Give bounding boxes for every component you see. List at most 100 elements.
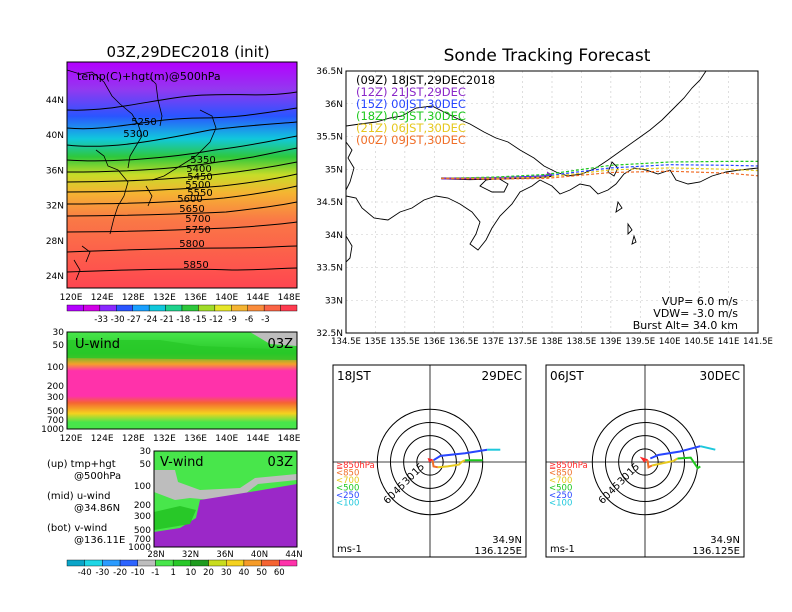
- track-lat-label: 36.5N: [316, 67, 343, 77]
- hodo-trace: [639, 456, 648, 463]
- u-pressure-label: 30: [53, 328, 65, 338]
- hodo-level-label: ≧850hPa: [336, 461, 375, 471]
- v-pressure-label: 500: [134, 526, 151, 536]
- v-lat-label: 28N: [147, 550, 164, 560]
- wind-colorbar-label: 60: [274, 568, 285, 578]
- sonde-tracks: [441, 160, 758, 181]
- track-lon-label: 136.5E: [449, 337, 479, 347]
- contour-label: 5250: [131, 117, 156, 128]
- wind-colorbar-label: 10: [185, 568, 196, 578]
- temp-colorbar-swatch: [231, 304, 248, 312]
- temp-colorbar-swatch: [165, 304, 183, 312]
- u-wind-title: U-wind: [75, 337, 120, 352]
- hodo-level-label: ≧850hPa: [549, 461, 588, 471]
- contour-label: 5300: [123, 129, 148, 140]
- contour-label: 5350: [190, 155, 215, 166]
- v-lat-label: 44N: [285, 550, 302, 560]
- track-lon-label: 140E: [659, 337, 681, 347]
- track-lon-label: 134.5E: [331, 337, 361, 347]
- hodo-right-time: 06JST: [550, 369, 584, 383]
- hodo-trace: [437, 459, 466, 469]
- hodo-trace: [651, 457, 679, 467]
- v-lat-label: 40N: [251, 550, 268, 560]
- map-lon-label: 144E: [246, 293, 269, 303]
- map-lon-label: 132E: [153, 293, 176, 303]
- track-lon-label: 135.5E: [390, 337, 420, 347]
- map-lat-label: 44N: [46, 96, 64, 106]
- vup-text: VUP= 6.0 m/s: [662, 295, 738, 308]
- map-lat-labels: 44N 40N 36N 32N 28N 24N: [46, 96, 64, 282]
- caption-up-level: @500hPa: [74, 471, 121, 482]
- map-lon-labels: 120E 124E 128E 132E 136E 140E 144E 148E: [60, 293, 301, 303]
- contour-label: 5500: [185, 180, 210, 191]
- map-field: [67, 62, 297, 288]
- v-wind-gray-region: [154, 470, 297, 500]
- u-pressure-label: 50: [53, 341, 65, 351]
- track-lon-label: 137E: [482, 337, 504, 347]
- v-wind-time: 03Z: [268, 455, 294, 470]
- contour-labels: 5250 5300 5350 5400 5450 5500 5550 5600 …: [123, 117, 215, 271]
- temp-colorbar-label: -21: [160, 315, 174, 325]
- temp-colorbar-swatch: [132, 304, 150, 312]
- track-coastline: [346, 71, 758, 263]
- track-frame: [345, 70, 759, 334]
- wind-colorbar: [66, 559, 298, 567]
- u-lon-label: 128E: [122, 434, 145, 444]
- track-lat-label: 33N: [325, 296, 343, 306]
- wind-colorbar-label: -30: [95, 568, 109, 578]
- hodo-level-label: <100: [336, 499, 359, 509]
- contour-label: 5550: [187, 188, 212, 199]
- hodo-right-unit: ms-1: [550, 544, 575, 555]
- track-lat-label: 36N: [325, 100, 343, 110]
- wind-colorbar-swatch: [279, 559, 298, 567]
- u-pressure-label: 700: [47, 416, 64, 426]
- hodo-left-time: 18JST: [337, 369, 371, 383]
- temp-colorbar-swatch: [116, 304, 133, 312]
- u-wind-gray-region: [250, 332, 297, 346]
- track-lon-label: 135E: [365, 337, 387, 347]
- wind-colorbar-swatch: [172, 559, 192, 567]
- v-pressure-label: 50: [140, 460, 152, 470]
- u-pressure-label: 100: [47, 363, 64, 373]
- v-wind-title: V-wind: [160, 455, 204, 470]
- track-lon-label: 140.5E: [684, 337, 714, 347]
- v-pressure-label: 1000: [128, 543, 151, 553]
- v-pressure-label: 30: [140, 447, 152, 457]
- map-lat-label: 24N: [46, 272, 64, 282]
- v-pressure-label: 100: [134, 482, 151, 492]
- map-lon-label: 148E: [278, 293, 301, 303]
- u-lon-label: 140E: [215, 434, 238, 444]
- height-contours: [66, 91, 298, 273]
- hodo-right-date: 30DEC: [700, 369, 740, 383]
- track-lon-label: 136E: [423, 337, 445, 347]
- wind-colorbar-labels: -40 -30 -20 -10 -1 1 10 20 30 40 50 60: [78, 568, 285, 578]
- map-frame: [66, 61, 298, 289]
- u-pressure-label: 1000: [41, 425, 64, 435]
- contour-label: 5450: [187, 172, 212, 183]
- temp-colorbar-label: -33: [94, 315, 108, 325]
- contour-label: 5800: [179, 239, 204, 250]
- temp-colorbar-swatch: [148, 304, 166, 312]
- track-lat-label: 35.5N: [316, 133, 343, 143]
- vdw-text: VDW= -3.0 m/s: [653, 307, 738, 320]
- map-lat-label: 28N: [46, 237, 64, 247]
- hodo-right-lon: 136.125E: [692, 546, 740, 557]
- wind-colorbar-swatch: [119, 559, 138, 567]
- hodo-left-lat: 34.9N: [492, 535, 522, 546]
- v-lat-label: 32N: [182, 550, 199, 560]
- temp-colorbar-swatch: [99, 304, 117, 312]
- v-pressure-label: 700: [134, 535, 151, 545]
- temp-colorbar-swatch: [263, 304, 281, 312]
- u-pressure-label: 200: [47, 382, 64, 392]
- track-lon-label: 137.5E: [508, 337, 538, 347]
- contour-label: 5400: [186, 164, 211, 175]
- track-lat-label: 35N: [325, 165, 343, 175]
- ascent-parameters: VUP= 6.0 m/s VDW= -3.0 m/s Burst Alt= 34…: [633, 295, 739, 332]
- temp-colorbar-label: -24: [143, 315, 157, 325]
- map-lon-label: 128E: [122, 293, 145, 303]
